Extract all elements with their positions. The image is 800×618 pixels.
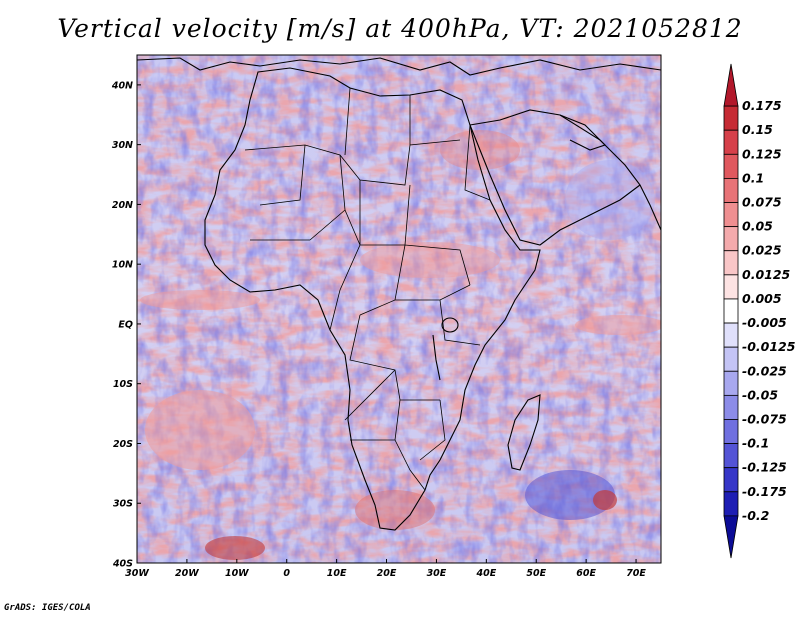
colorbar: 0.175 0.15 0.125 0.1 0.075 0.05 0.025 0.0125 0.0… bbox=[723, 63, 796, 559]
colorbar-label: 0.175 bbox=[742, 98, 782, 113]
colorbar-swatch bbox=[723, 443, 739, 469]
colorbar-label: -0.2 bbox=[742, 508, 769, 523]
map-figure: 40N 30N 20N 10N EQ 10S 20S 30S 40S 30W 20W 10W 0 10E… bbox=[111, 54, 796, 579]
lon-tick-label: 30W bbox=[125, 568, 149, 579]
lat-tick-label: 20S bbox=[113, 439, 133, 450]
colorbar-label: -0.125 bbox=[742, 460, 787, 475]
colorbar-swatch bbox=[723, 467, 739, 493]
colorbar-label: 0.125 bbox=[742, 146, 782, 161]
map-frame bbox=[136, 54, 662, 564]
velocity-field bbox=[137, 55, 661, 563]
colorbar-label: 0.025 bbox=[742, 243, 782, 258]
colorbar-swatch bbox=[723, 322, 739, 348]
india-coastline bbox=[639, 184, 661, 231]
madagascar-coastline bbox=[507, 394, 541, 471]
lat-tick-label: 40S bbox=[112, 559, 133, 570]
colorbar-label: 0.0125 bbox=[742, 267, 791, 282]
colorbar-swatch bbox=[723, 298, 739, 324]
lake-victoria bbox=[441, 317, 459, 333]
arabia-coastline bbox=[469, 109, 641, 246]
persian-gulf bbox=[559, 114, 607, 151]
colorbar-label: -0.175 bbox=[742, 484, 787, 499]
europe-coastline bbox=[137, 57, 661, 76]
coastlines bbox=[137, 57, 661, 531]
colorbar-swatch bbox=[723, 491, 739, 517]
lon-tick-label: 60E bbox=[576, 568, 596, 579]
colorbar-label: -0.025 bbox=[742, 363, 787, 378]
lat-tick-label: EQ bbox=[118, 319, 133, 330]
colorbar-swatch bbox=[723, 250, 739, 276]
lat-tick-label: 30N bbox=[112, 140, 133, 151]
lat-tick-label: 20N bbox=[112, 200, 133, 211]
lon-tick-label: 40E bbox=[475, 568, 496, 579]
colorbar-label: -0.005 bbox=[742, 315, 787, 330]
colorbar-swatch bbox=[723, 515, 739, 559]
lat-tick-label: 30S bbox=[113, 499, 133, 510]
lat-tick-label: 40N bbox=[111, 80, 133, 91]
colorbar-label: 0.005 bbox=[742, 291, 782, 306]
lake-tanganyika bbox=[432, 334, 441, 381]
lon-tick-label: 70E bbox=[626, 568, 646, 579]
footer-credit: GrADS: IGES/COLA bbox=[4, 603, 91, 613]
colorbar-label: 0.075 bbox=[742, 195, 782, 210]
country-borders bbox=[244, 87, 491, 491]
colorbar-swatch bbox=[723, 105, 739, 131]
colorbar-swatch bbox=[723, 178, 739, 203]
colorbar-swatch bbox=[723, 419, 739, 444]
colorbar-label: 0.15 bbox=[742, 122, 773, 137]
lon-tick-label: 10E bbox=[327, 568, 347, 579]
colorbar-swatch bbox=[723, 202, 739, 228]
colorbar-label: -0.0125 bbox=[742, 339, 796, 354]
lon-tick-label: 10W bbox=[225, 568, 249, 579]
lat-tick-label: 10N bbox=[112, 260, 133, 271]
colorbar-swatch bbox=[723, 274, 739, 300]
colorbar-label: 0.1 bbox=[742, 170, 764, 185]
map-title: Vertical velocity [m/s] at 400hPa, VT: 2… bbox=[57, 14, 743, 43]
colorbar-swatch bbox=[723, 394, 739, 420]
colorbar-label: -0.1 bbox=[742, 436, 769, 451]
lon-tick-label: 0 bbox=[283, 568, 290, 579]
colorbar-swatch bbox=[723, 346, 739, 372]
colorbar-label: 0.05 bbox=[742, 219, 773, 234]
colorbar-swatch bbox=[723, 370, 739, 396]
colorbar-swatch bbox=[723, 226, 739, 252]
colorbar-label: -0.075 bbox=[742, 411, 787, 426]
colorbar-swatch bbox=[723, 153, 739, 179]
lon-tick-label: 20W bbox=[175, 568, 199, 579]
colorbar-label: -0.05 bbox=[742, 387, 778, 402]
lon-tick-label: 50E bbox=[526, 568, 546, 579]
colorbar-swatch bbox=[723, 129, 739, 155]
lon-tick-label: 30E bbox=[427, 568, 447, 579]
latitude-ticks: 40N 30N 20N 10N EQ 10S 20S 30S 40S bbox=[111, 80, 141, 570]
colorbar-swatch bbox=[723, 63, 739, 107]
longitude-ticks: 30W 20W 10W 0 10E 20E 30E 40E 50E 60E 70E bbox=[125, 559, 646, 579]
lon-tick-label: 20E bbox=[377, 568, 397, 579]
lat-tick-label: 10S bbox=[113, 379, 133, 390]
